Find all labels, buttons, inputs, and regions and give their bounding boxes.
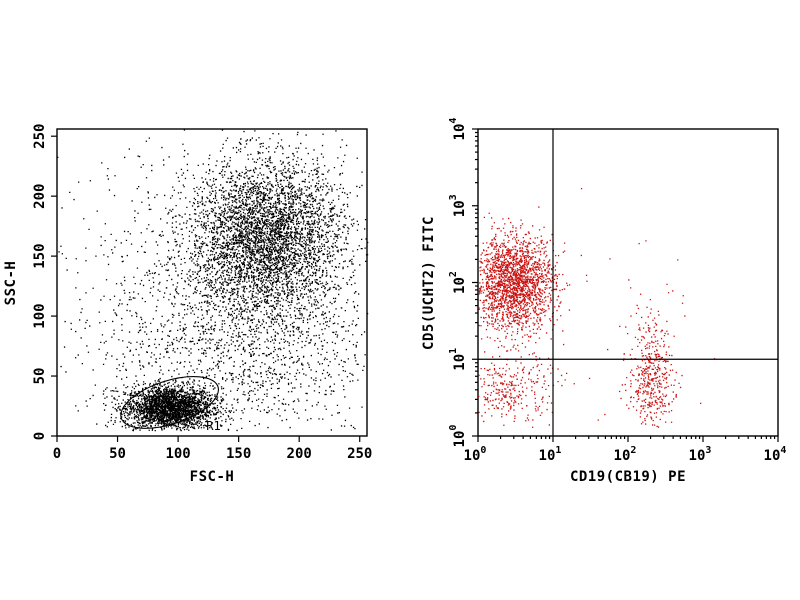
left-x-tick-label: 0 [53,446,61,462]
right-population-0 [478,206,588,362]
left-y-tick-label: 100 [32,303,48,328]
left-x-tick-label: 150 [226,446,251,462]
right-population-4 [497,188,716,421]
right-x-axis-title: CD19(CB19) PE [570,469,686,485]
right-x-tick-label: 104 [764,445,787,464]
right-x-tick-label: 101 [539,445,562,464]
left-x-tick-label: 100 [165,446,190,462]
left-dot-cloud [57,129,369,432]
right-y-tick-label: 103 [448,194,468,217]
left-plot-frame [56,128,368,437]
left-x-tick-label: 250 [347,446,372,462]
right-y-tick-label: 101 [448,348,468,371]
right-y-tick-label: 102 [448,271,468,294]
left-y-tick-label: 150 [32,243,48,268]
left-y-ticks: 0 50 100 150 200 250 [32,124,57,440]
right-y-ticks: 100 101 102 103 104 [448,118,478,448]
right-x-ticks: 100 101 102 103 104 [464,436,787,464]
left-y-axis-title: SSC-H [3,261,19,306]
right-population-1 [478,337,568,428]
right-y-tick-label: 104 [448,118,468,141]
left-y-tick-label: 50 [32,368,48,385]
left-y-tick-label: 200 [32,184,48,209]
right-scatter-plot: 100 101 102 103 104 100 101 102 103 104 CD19(CB1… [421,118,786,485]
left-y-tick-label: 0 [32,432,48,440]
left-x-tick-label: 50 [109,446,126,462]
gate-r1-ellipse [120,376,219,429]
right-x-tick-label: 100 [464,445,487,464]
left-x-ticks: 0 50 100 150 200 250 [53,436,372,462]
right-x-tick-label: 103 [689,445,712,464]
left-x-tick-label: 200 [287,446,312,462]
right-y-tick-label: 100 [448,425,468,448]
left-scatter-plot: R1 0 50 100 150 200 250 0 50 100 150 200 250 FSC-H… [3,124,372,485]
left-y-tick-label: 250 [32,124,48,149]
right-dot-cloud [478,188,716,428]
right-x-tick-label: 102 [614,445,637,464]
gate-r1-label: R1 [206,419,220,433]
left-x-axis-title: FSC-H [190,469,235,485]
left-population-0 [86,368,242,432]
right-population-3 [631,292,670,370]
right-y-axis-title: CD5(UCHT2) FITC [421,216,437,350]
left-population-1 [144,129,369,370]
left-population-2 [64,174,369,432]
